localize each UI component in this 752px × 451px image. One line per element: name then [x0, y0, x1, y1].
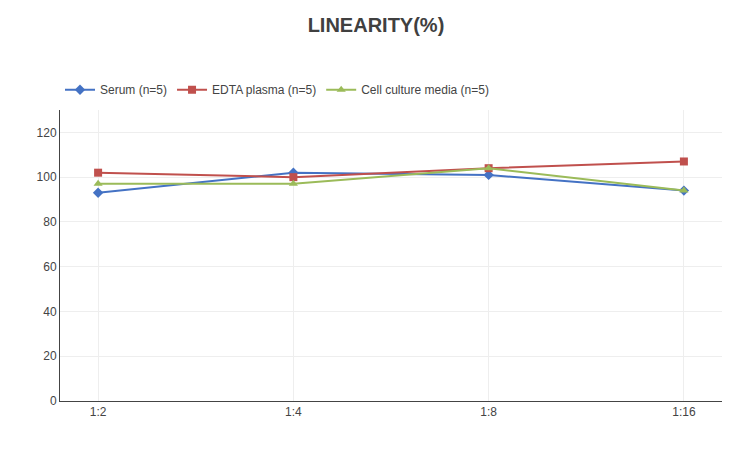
svg-text:60: 60 [43, 260, 57, 274]
svg-text:100: 100 [37, 170, 57, 184]
svg-text:80: 80 [43, 215, 57, 229]
svg-text:20: 20 [43, 349, 57, 363]
svg-text:Serum (n=5): Serum (n=5) [100, 83, 167, 97]
svg-text:1:2: 1:2 [90, 405, 107, 419]
svg-text:1:4: 1:4 [285, 405, 302, 419]
svg-text:1:8: 1:8 [480, 405, 497, 419]
svg-text:EDTA plasma (n=5): EDTA plasma (n=5) [212, 83, 316, 97]
svg-text:1:16: 1:16 [672, 405, 696, 419]
svg-text:Cell culture media (n=5): Cell culture media (n=5) [361, 83, 489, 97]
svg-text:0: 0 [50, 394, 57, 408]
svg-text:120: 120 [37, 126, 57, 140]
svg-text:LINEARITY(%): LINEARITY(%) [308, 14, 445, 36]
svg-text:40: 40 [43, 305, 57, 319]
